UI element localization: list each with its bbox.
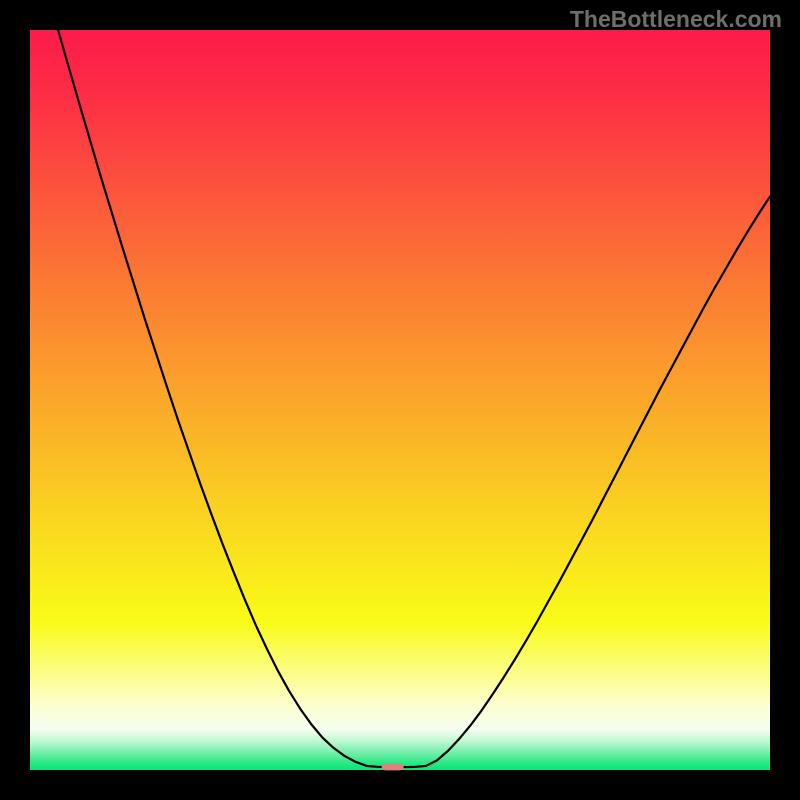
plot-area	[30, 30, 770, 770]
watermark-text: TheBottleneck.com	[570, 6, 782, 33]
chart-container: TheBottleneck.com	[0, 0, 800, 800]
optimal-point-marker	[382, 764, 404, 771]
bottleneck-chart	[0, 0, 800, 800]
